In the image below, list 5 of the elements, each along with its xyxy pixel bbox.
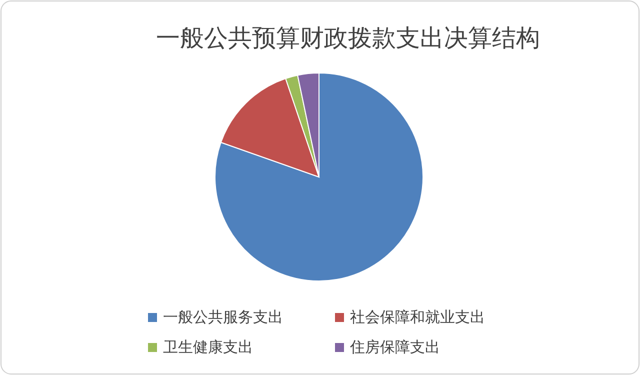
legend-label: 一般公共服务支出 xyxy=(163,309,283,326)
chart-title: 一般公共预算财政拨款支出决算结构 xyxy=(156,25,540,52)
legend-label: 卫生健康支出 xyxy=(163,339,253,356)
legend-label: 住房保障支出 xyxy=(349,339,440,356)
legend-label: 社会保障和就业支出 xyxy=(350,309,485,326)
